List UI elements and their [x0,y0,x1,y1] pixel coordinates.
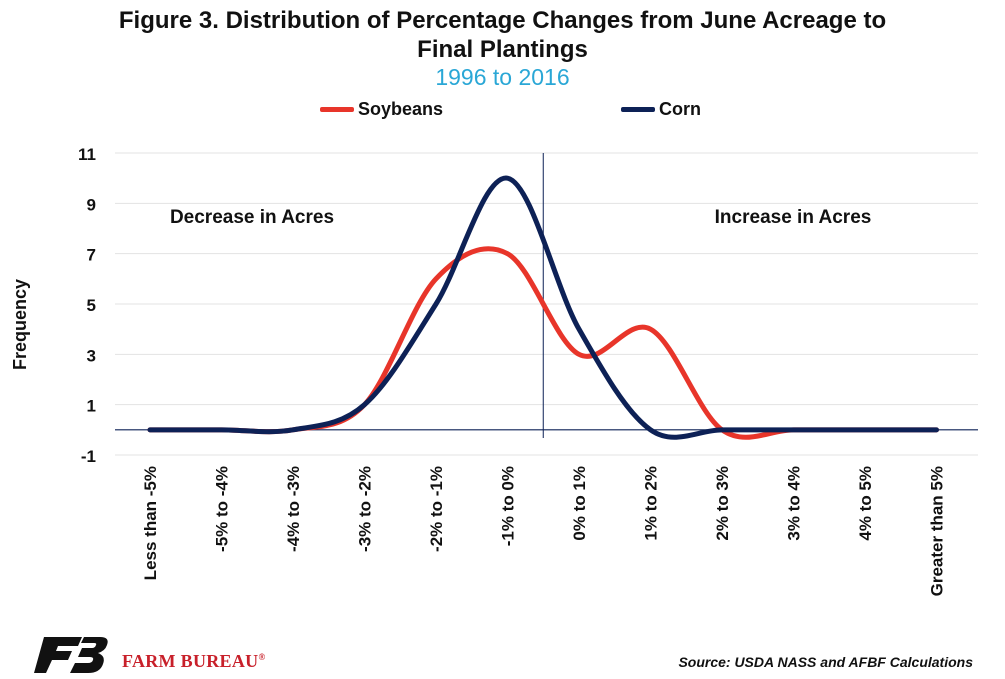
y-tick-label: 5 [87,296,96,315]
chart-title-line-1: Figure 3. Distribution of Percentage Cha… [118,7,887,34]
y-tick-label: -1 [81,447,96,466]
legend: Soybeans Corn [0,96,1005,122]
x-tick-label: 4% to 5% [856,466,875,541]
annotation-decrease: Decrease in Acres [170,207,334,228]
x-tick-label: -5% to -4% [213,466,232,552]
y-tick-label: 9 [87,195,96,214]
x-tick-label: -3% to -2% [356,466,375,552]
legend-swatch-corn [621,106,655,112]
x-tick-label: -1% to 0% [499,466,518,546]
x-tick-label: Less than -5% [141,466,160,580]
legend-swatch-soybeans [320,106,354,112]
x-tick-label: Greater than 5% [928,466,947,596]
y-tick-label: 11 [78,145,96,164]
legend-label-soybeans: Soybeans [358,98,444,119]
chart-title: Figure 3. Distribution of Percentage Cha… [0,6,1005,64]
annotation-increase: Increase in Acres [715,207,872,228]
x-tick-label: 0% to 1% [570,466,589,541]
y-tick-label: 7 [87,246,96,265]
y-tick-label: 3 [87,346,96,365]
x-tick-label: 2% to 3% [713,466,732,541]
brand-name-text: FARM BUREAU [122,651,259,671]
source-note: Source: USDA NASS and AFBF Calculations [678,654,973,670]
chart-title-line-2: Final Plantings [417,36,588,63]
x-tick-label: 3% to 4% [785,466,804,541]
x-tick-label: 1% to 2% [642,466,661,541]
x-tick-label: -2% to -1% [427,466,446,552]
farm-bureau-logo-icon [34,637,108,673]
legend-item-corn: Corn [621,96,701,122]
series-line-corn [147,175,939,440]
brand-name: FARM BUREAU® [122,651,266,672]
y-tick-label: 1 [87,397,96,416]
legend-item-soybeans: Soybeans [320,96,443,122]
chart-subtitle: 1996 to 2016 [435,64,570,90]
brand-registered-mark: ® [258,652,266,662]
legend-label-corn: Corn [659,98,701,119]
x-tick-label: -4% to -3% [284,466,303,552]
